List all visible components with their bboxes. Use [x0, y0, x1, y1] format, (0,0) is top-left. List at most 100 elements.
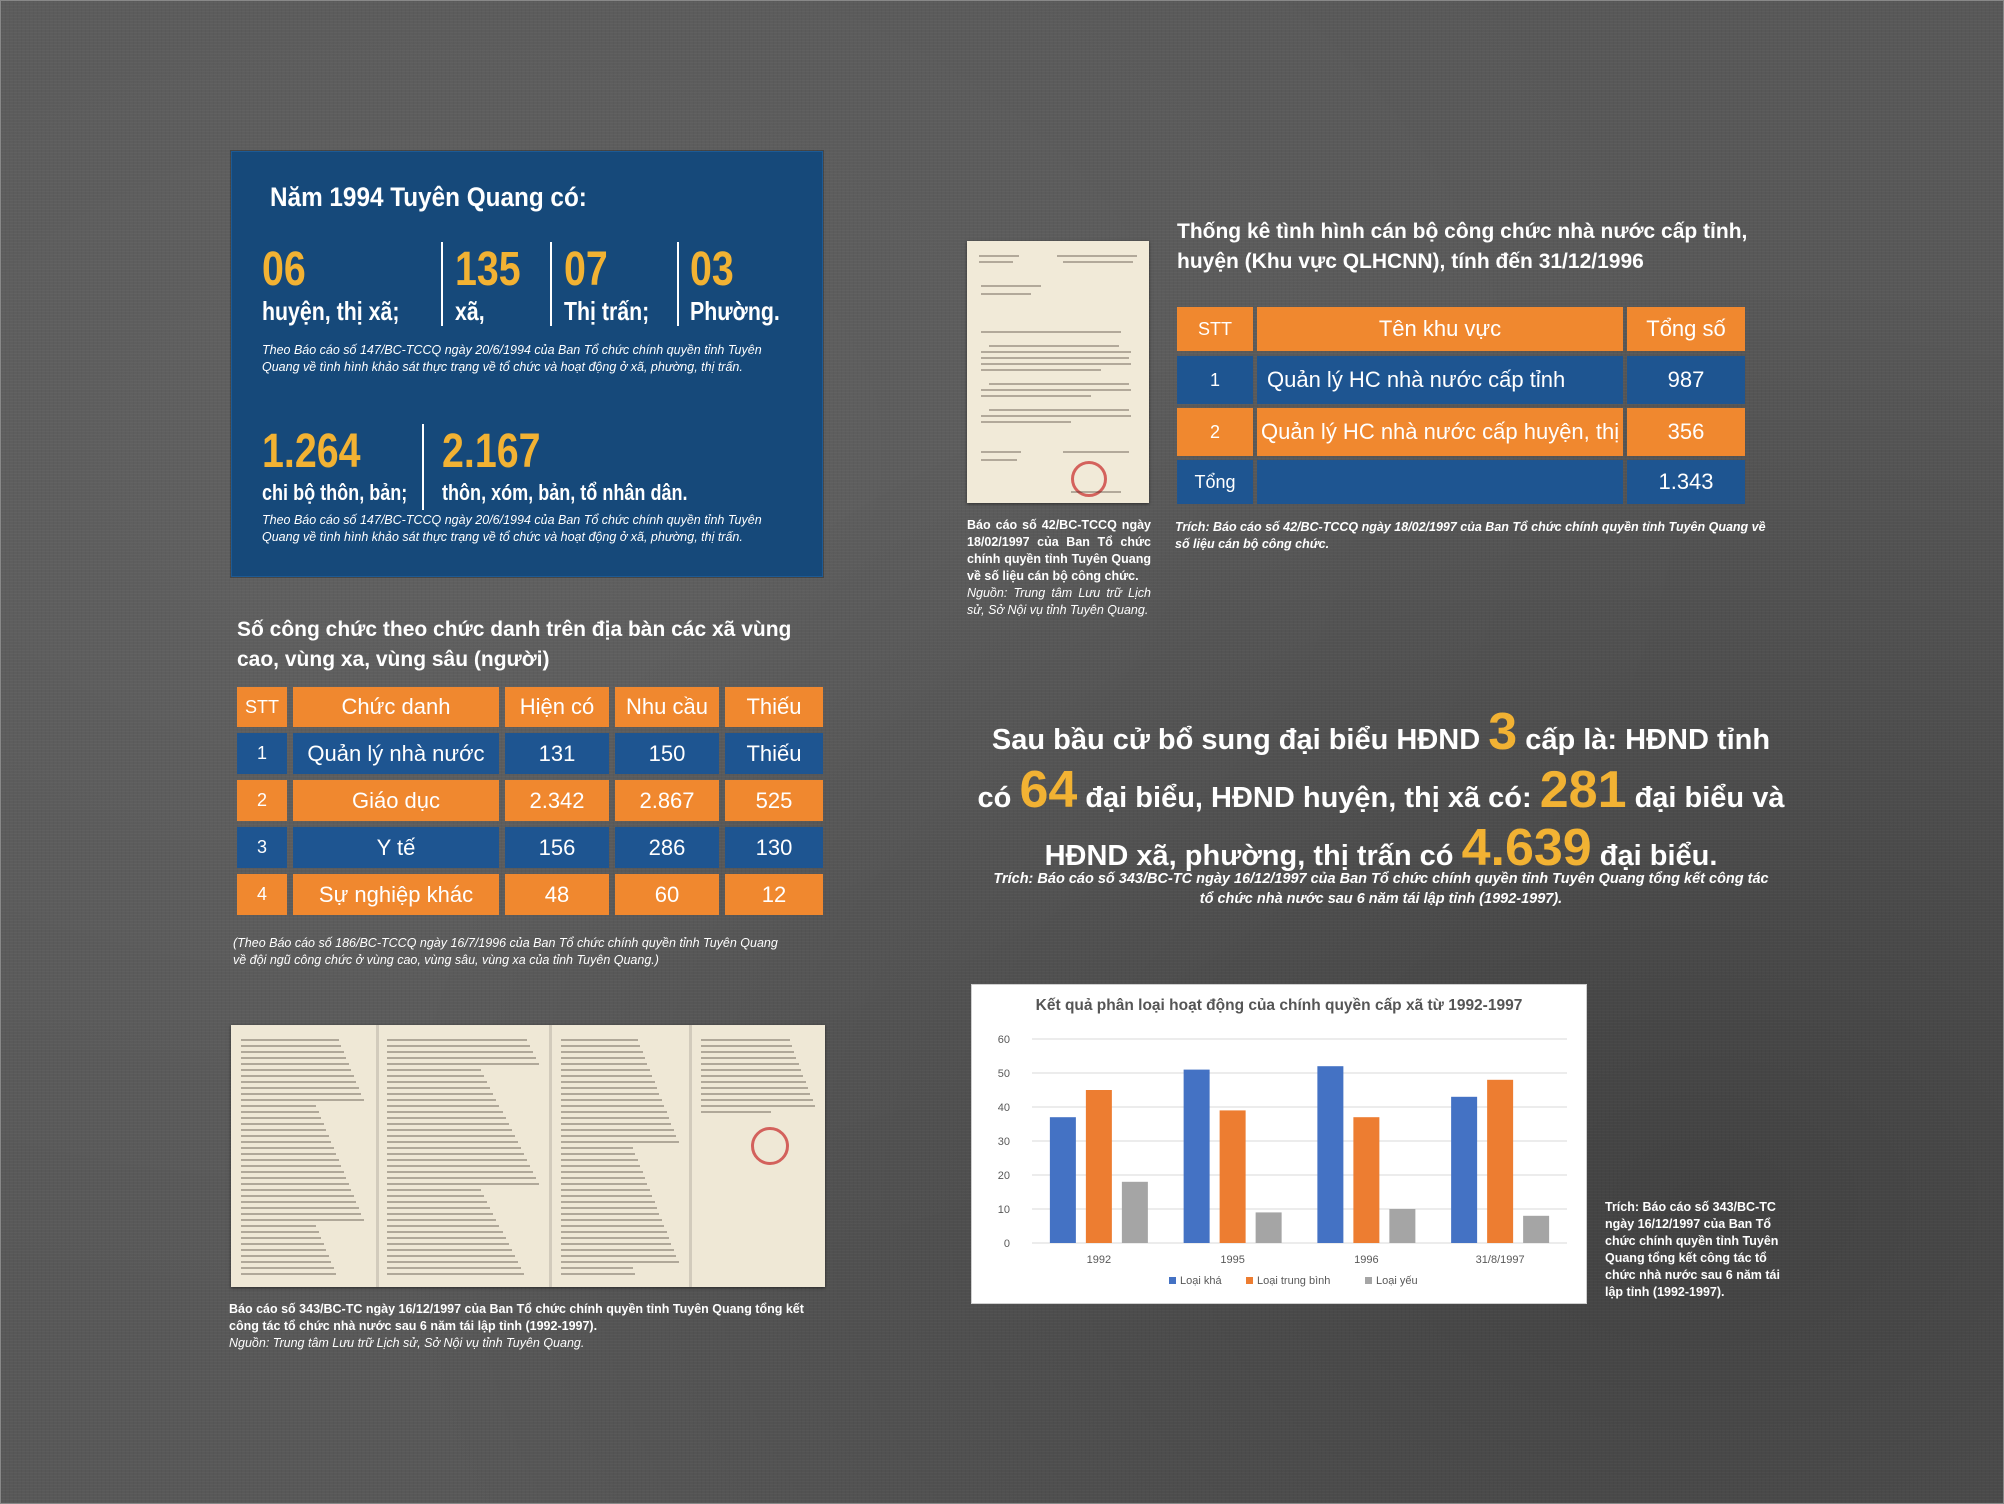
- document-text-line: [387, 1225, 500, 1227]
- document-text-line: [241, 1147, 334, 1149]
- document-text-line: [241, 1183, 349, 1185]
- document-text-line: [387, 1153, 525, 1155]
- document-text-line: [241, 1219, 364, 1221]
- document-text-line: [387, 1099, 497, 1101]
- document-text-line: [241, 1213, 361, 1215]
- legend-swatch: [1246, 1277, 1253, 1284]
- document-text-line: [561, 1201, 655, 1203]
- divider: [677, 242, 679, 326]
- table-cell: Quản lý HC nhà nước cấp tỉnh: [1257, 356, 1623, 404]
- divider: [422, 424, 424, 510]
- document-text-line: [561, 1081, 655, 1083]
- document-text-line: [387, 1189, 481, 1191]
- document-text-line: [561, 1213, 660, 1215]
- bar: [1219, 1110, 1246, 1243]
- document-text-line: [561, 1069, 650, 1071]
- table-header: Thiếu: [725, 687, 823, 727]
- document-text-line: [241, 1153, 336, 1155]
- document-text-line: [241, 1087, 359, 1089]
- hdnd-levels: 3: [1488, 703, 1518, 761]
- x-tick-label: 1996: [1354, 1254, 1378, 1266]
- document-text-line: [701, 1075, 804, 1077]
- document-text-line: [561, 1039, 638, 1041]
- document-text-line: [241, 1111, 319, 1113]
- document-text-line: [387, 1057, 537, 1059]
- bar: [1389, 1209, 1416, 1243]
- document-text-line: [561, 1207, 657, 1209]
- hdnd-province-count: 64: [1019, 761, 1078, 819]
- bar: [1121, 1181, 1148, 1243]
- table-header: STT: [237, 687, 287, 727]
- y-tick-label: 60: [998, 1034, 1010, 1046]
- document-text-line: [701, 1105, 815, 1107]
- stat-communes: 135 xã,: [455, 243, 521, 327]
- table-cell: 156: [505, 827, 609, 868]
- document-text-line: [561, 1075, 653, 1077]
- document-text-line: [387, 1063, 540, 1065]
- document-text-line: [561, 1249, 674, 1251]
- document-text-line: [701, 1039, 790, 1041]
- document-text-line: [387, 1111, 503, 1113]
- document-text-line: [561, 1111, 667, 1113]
- document-text-line: [387, 1219, 497, 1221]
- document-text-line: [241, 1129, 326, 1131]
- document-text-line: [561, 1087, 657, 1089]
- y-tick-label: 0: [1004, 1238, 1010, 1250]
- panel-1994: Năm 1994 Tuyên Quang có: 06 huyện, thị x…: [231, 151, 823, 577]
- chart-note: Trích: Báo cáo số 343/BC-TC ngày 16/12/1…: [1605, 1200, 1780, 1299]
- hdnd-district-count: 281: [1539, 761, 1627, 819]
- document-text-line: [701, 1057, 797, 1059]
- document-text-line: [241, 1249, 326, 1251]
- document-text-line: [561, 1105, 665, 1107]
- legend-label: Loại trung bình: [1257, 1275, 1330, 1287]
- document-text-line: [387, 1051, 534, 1053]
- table-cell: 286: [615, 827, 719, 868]
- document-text-line: [701, 1099, 813, 1101]
- document-text-line: [387, 1147, 521, 1149]
- document-text-line: [241, 1225, 316, 1227]
- document-42-caption: Báo cáo số 42/BC-TCCQ ngày 18/02/1997 củ…: [967, 518, 1151, 617]
- commune-activity-chart: Kết quả phân loại hoạt động của chính qu…: [971, 984, 1587, 1304]
- y-tick-label: 10: [998, 1204, 1010, 1216]
- document-text-line: [241, 1201, 356, 1203]
- document-text-line: [241, 1261, 331, 1263]
- document-text-line: [387, 1201, 488, 1203]
- table-cell: 356: [1627, 408, 1745, 456]
- document-text-line: [241, 1069, 351, 1071]
- table-header: Tổng số: [1627, 307, 1745, 351]
- commune-table-title: Số công chức theo chức danh trên địa bàn…: [237, 618, 792, 671]
- table-cell: 60: [615, 874, 719, 915]
- document-text-line: [701, 1063, 799, 1065]
- document-text-line: [561, 1123, 672, 1125]
- document-text-line: [241, 1195, 354, 1197]
- document-text-line: [387, 1039, 528, 1041]
- document-text-line: [561, 1117, 669, 1119]
- document-text-line: [387, 1183, 540, 1185]
- chart-title: Kết quả phân loại hoạt động của chính qu…: [1035, 997, 1523, 1014]
- stat-party-cells: 1.264 chi bộ thôn, bản;: [262, 425, 408, 506]
- document-text-line: [387, 1069, 481, 1071]
- bar: [1255, 1212, 1282, 1243]
- table-cell: Y tế: [293, 827, 499, 868]
- document-text-line: [387, 1141, 518, 1143]
- table-cell: 525: [725, 780, 823, 821]
- document-text-line: [241, 1159, 339, 1161]
- table-cell: 1: [237, 733, 287, 774]
- legend-label: Loại yếu: [1376, 1275, 1418, 1287]
- document-text-line: [387, 1087, 491, 1089]
- document-text-line: [387, 1267, 521, 1269]
- legend-label: Loại khá: [1180, 1275, 1222, 1287]
- panel-1994-title: Năm 1994 Tuyên Quang có:: [270, 182, 587, 212]
- panel-1994-note-2: Theo Báo cáo số 147/BC-TCCQ ngày 20/6/19…: [262, 513, 762, 544]
- table-cell: 1.343: [1627, 460, 1745, 504]
- table-header: STT: [1177, 307, 1253, 351]
- document-text-line: [387, 1105, 500, 1107]
- document-text-line: [387, 1231, 503, 1233]
- document-text-line: [241, 1057, 346, 1059]
- document-text-line: [561, 1255, 677, 1257]
- bar: [1183, 1069, 1210, 1243]
- document-text-line: [241, 1063, 349, 1065]
- document-text-line: [241, 1273, 336, 1275]
- divider: [441, 242, 443, 326]
- document-text-line: [241, 1141, 331, 1143]
